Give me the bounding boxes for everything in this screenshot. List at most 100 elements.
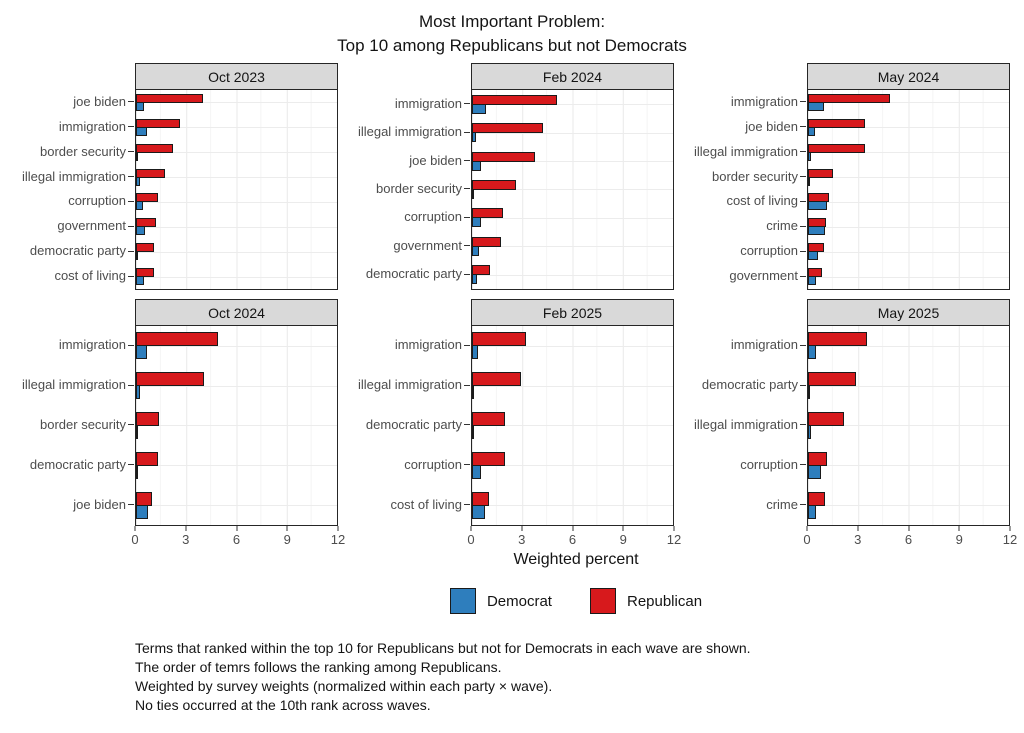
category-label: corruption [694,444,807,484]
democrat-bar [136,385,141,400]
facet-plot: May 2025 0 3 6 9 12 [803,299,1017,550]
republican-bar [808,332,867,347]
bar-group [808,90,1009,115]
bar-group [808,239,1009,264]
democrat-bar [472,132,477,143]
republican-bar [472,123,544,134]
category-label: democratic party [22,444,135,484]
category-label: government [22,213,135,238]
category-axis: immigration democratic party illegal immig… [694,299,807,524]
category-label: immigration [358,325,471,365]
category-label: immigration [22,325,135,365]
x-tick-label: 6 [232,532,241,547]
republican-bar [136,372,204,387]
democrat-bar [472,345,478,360]
bar-group [808,165,1009,190]
republican-bar [472,208,503,219]
x-tick-mark [622,526,624,531]
category-label: joe biden [694,114,807,139]
chart-title: Most Important Problem: Top 10 among Rep… [0,10,1024,58]
category-label: immigration [22,114,135,139]
republican-bar [136,491,152,506]
x-tick-label: 12 [330,532,346,547]
x-tick-label: 0 [131,532,139,547]
x-tick-label: 0 [467,532,475,547]
facet-feb-2025: immigration illegal immigration democratic… [358,299,681,550]
x-tick-mark [286,526,288,531]
republican-bar [472,265,490,276]
facet-plot: Oct 2023 [135,63,338,290]
facet-oct-2023: joe biden immigration border security illeg… [22,63,338,290]
x-axis: 0 3 6 9 12 [467,526,681,550]
democrat-bar [472,217,482,228]
democrat-bar [472,464,482,479]
category-label: government [358,231,471,259]
x-tick-mark [470,526,472,531]
category-label: democratic party [358,405,471,445]
democrat-bar [472,504,485,519]
category-label: joe biden [358,146,471,174]
democrat-bar [472,385,474,400]
x-axis: 0 3 6 9 12 [131,526,345,550]
democrat-bar [808,251,819,261]
legend: Democrat Republican [0,588,1024,614]
bar-group [808,115,1009,140]
democrat-bar [808,126,815,136]
x-tick-mark [185,526,187,531]
category-label: cost of living [694,189,807,214]
facet-may-2025: immigration democratic party illegal immig… [694,299,1017,550]
republican-bar [136,411,160,426]
facet-plot: Feb 2024 [471,63,674,290]
democrat-bar [472,424,474,439]
x-tick-label: 9 [283,532,291,547]
category-label: corruption [358,444,471,484]
democrat-bar [808,201,828,211]
democrat-bar [808,276,817,286]
category-axis: immigration illegal immigration border sec… [22,299,135,524]
bar-group [472,90,673,118]
bar-group [472,366,673,406]
republican-bar [808,491,825,506]
category-label: corruption [22,189,135,214]
bar-group [472,406,673,446]
democrat-bar [808,424,812,439]
democrat-bar [472,245,479,256]
category-label: cost of living [22,263,135,288]
democrat-bar [808,226,825,236]
bar-group [136,190,337,215]
category-axis: immigration illegal immigration joe biden b… [358,63,471,288]
democrat-bar [808,151,811,161]
category-label: joe biden [22,89,135,114]
republican-bar [808,118,865,128]
bar-group [136,165,337,190]
facet-strip-label: Oct 2023 [135,63,338,90]
bar-group [472,204,673,232]
legend-label-democrat: Democrat [486,592,552,610]
bar-group [808,214,1009,239]
democrat-bar [136,504,148,519]
x-tick-mark [806,526,808,531]
bar-group [472,175,673,203]
bar-group [136,239,337,264]
democrat-bar [136,251,138,261]
chart-title-line1: Most Important Problem: [418,12,606,31]
chart-title-line2: Top 10 among Republicans but not Democra… [337,36,687,55]
x-tick-label: 9 [619,532,627,547]
bar-group [136,366,337,406]
x-tick-mark [134,526,136,531]
category-label: democratic party [22,238,135,263]
democrat-bar [472,274,478,285]
republican-bar [472,151,535,162]
democrat-bar [136,101,144,111]
category-axis: immigration joe biden illegal immigration b… [694,63,807,288]
footnote-line-1: Terms that ranked within the top 10 for … [135,640,751,656]
category-label: corruption [358,203,471,231]
facet-panel [471,325,674,526]
bar-group [472,485,673,525]
facet-panel [135,325,338,526]
bar-group [136,264,337,289]
republican-bar [472,94,557,105]
republican-bar [472,411,506,426]
republican-bar [808,93,891,103]
x-tick-mark [236,526,237,531]
